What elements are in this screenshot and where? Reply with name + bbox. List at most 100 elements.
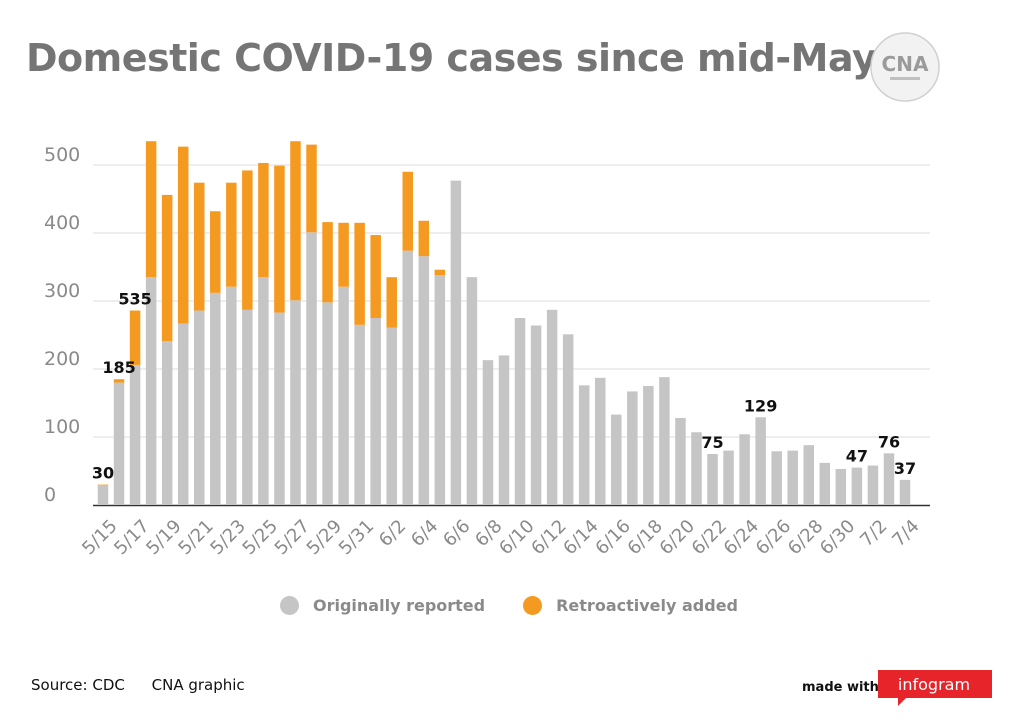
x-tick-label: 6/30 (816, 516, 859, 559)
x-tick-label: 6/16 (591, 516, 634, 559)
bar-original (290, 300, 301, 505)
x-tick-label: 5/21 (174, 516, 217, 559)
x-tick-label: 5/15 (78, 516, 121, 559)
bar-original (562, 334, 574, 505)
x-tick-label: 5/23 (206, 516, 249, 559)
x-tick-label: 6/2 (375, 516, 410, 551)
bar-retro (386, 277, 397, 328)
bar-original (803, 445, 815, 505)
bar-original (482, 360, 494, 505)
legend: Originally reported Retroactively added (280, 596, 776, 615)
bar-original (546, 309, 558, 505)
data-label: 129 (744, 396, 777, 415)
x-tick-label: 6/4 (407, 516, 442, 551)
bar-original (675, 417, 686, 505)
bar-retro (129, 310, 141, 365)
x-tick-label: 6/22 (688, 516, 731, 559)
bar-original (755, 417, 766, 505)
x-tick-label: 5/27 (271, 516, 314, 559)
bar-original (771, 451, 782, 505)
x-tick-label: 5/29 (303, 516, 346, 559)
data-label: 185 (102, 358, 135, 377)
x-tick-label: 6/12 (527, 516, 570, 559)
bar-original (274, 312, 285, 505)
bar-original (883, 453, 895, 505)
bar-original (739, 434, 750, 505)
x-tick-label: 7/4 (888, 516, 923, 551)
bar-retro (402, 171, 414, 251)
bar-retro (97, 484, 109, 486)
bar-original (498, 355, 510, 505)
bar-retro (354, 222, 365, 325)
y-tick-label: 0 (44, 484, 56, 506)
bar-original (129, 364, 141, 505)
bar-original (354, 324, 365, 505)
legend-item-retro[interactable]: Retroactively added (523, 596, 738, 615)
bar-retro (258, 162, 269, 278)
x-tick-label: 5/19 (142, 516, 185, 559)
data-label: 75 (701, 433, 723, 452)
bar-original (161, 341, 173, 505)
bars (97, 141, 911, 505)
x-tick-label: 6/14 (559, 516, 602, 559)
bar-retro (434, 269, 446, 276)
bar-original (643, 386, 654, 505)
bar-original (258, 277, 269, 505)
bar-original (707, 454, 718, 505)
bar-original (418, 256, 430, 505)
legend-item-original[interactable]: Originally reported (280, 596, 485, 615)
y-tick-label: 400 (44, 212, 80, 234)
bar-original (851, 467, 863, 505)
bar-original (338, 286, 349, 505)
legend-label-retro: Retroactively added (556, 596, 738, 615)
infogram-brand-text: infogram (898, 675, 970, 694)
bar-original (145, 277, 157, 505)
bar-original (322, 302, 333, 505)
bar-retro (177, 146, 189, 324)
bar-original (787, 450, 798, 505)
bar-original (402, 250, 414, 505)
bar-retro (226, 182, 237, 287)
bar-original (627, 391, 638, 505)
bar-original (867, 465, 879, 505)
bar-original (113, 382, 125, 505)
bar-retro (193, 182, 205, 311)
svg-text:CNA: CNA (882, 52, 929, 76)
bar-original (306, 232, 317, 505)
footer-source: Source: CDC CNA graphic (31, 676, 267, 694)
infogram-logo-icon[interactable]: infogram (876, 668, 994, 708)
source-text: Source: CDC (31, 676, 125, 694)
bar-original (578, 385, 590, 505)
y-axis-ticks: 0 100 200 300 400 500 (44, 144, 80, 506)
x-tick-label: 5/17 (110, 516, 153, 559)
x-tick-label: 6/18 (624, 516, 667, 559)
bar-original (611, 414, 622, 505)
bar-retro (274, 165, 285, 313)
data-label: 47 (846, 447, 868, 466)
bar-original (594, 377, 606, 505)
bar-retro (418, 220, 430, 257)
bar-original (226, 286, 237, 505)
y-tick-label: 500 (44, 144, 80, 166)
bar-original (177, 323, 189, 505)
data-label: 76 (878, 432, 900, 451)
bar-original (450, 180, 462, 505)
chart-title: Domestic COVID-19 cases since mid-May (26, 36, 877, 80)
bar-retro (145, 141, 157, 278)
bar-original (899, 479, 911, 505)
data-labels: 30 185 535 75 129 47 76 37 (92, 290, 916, 483)
bar-original (466, 277, 478, 505)
x-tick-label: 5/31 (335, 516, 378, 559)
bar-retro (113, 379, 125, 383)
bar-original (434, 275, 446, 505)
x-axis-ticks: 5/155/175/195/215/235/255/275/295/316/26… (78, 516, 923, 559)
y-tick-label: 100 (44, 416, 80, 438)
x-tick-label: 6/10 (495, 516, 538, 559)
data-label: 30 (92, 464, 114, 483)
bar-original (514, 318, 526, 505)
bar-retro (306, 144, 317, 233)
x-tick-label: 6/6 (439, 516, 474, 551)
data-label: 535 (118, 290, 151, 309)
bar-chart: 0 100 200 300 400 500 30 185 535 75 129 47 76 37 5/1… (44, 141, 930, 559)
bar-retro (210, 211, 221, 293)
